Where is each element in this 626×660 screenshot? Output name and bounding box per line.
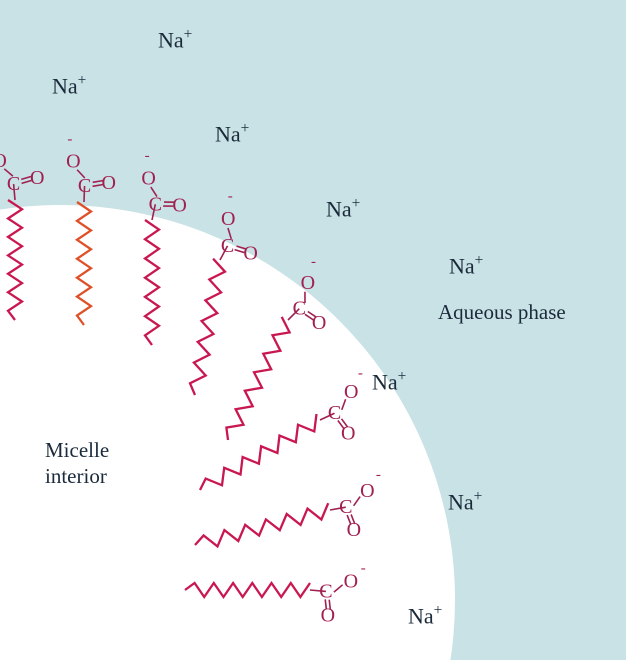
micelle-diagram: COO-COO-COO-COO-COO-COO-COO-COO- Na+Na+N… <box>0 0 626 660</box>
sodium-ion-label: Na+ <box>448 488 482 515</box>
svg-text:C: C <box>149 193 162 215</box>
svg-text:O: O <box>312 312 326 334</box>
svg-text:-: - <box>228 189 233 205</box>
svg-text:-: - <box>311 254 316 270</box>
svg-text:O: O <box>221 208 235 230</box>
svg-text:C: C <box>7 173 20 195</box>
sodium-ion-label: Na+ <box>372 368 406 395</box>
sodium-ion-label: Na+ <box>449 252 483 279</box>
svg-text:-: - <box>361 561 366 577</box>
svg-text:-: - <box>358 366 363 382</box>
sodium-ion-label: Na+ <box>408 602 442 629</box>
micelle-interior-label: Micelle <box>45 438 109 463</box>
svg-text:O: O <box>301 272 315 294</box>
diagram-svg: COO-COO-COO-COO-COO-COO-COO-COO- <box>0 0 626 660</box>
svg-text:O: O <box>30 167 44 189</box>
svg-text:-: - <box>67 131 72 147</box>
svg-text:O: O <box>344 381 358 403</box>
svg-text:-: - <box>145 148 150 164</box>
svg-text:C: C <box>339 496 352 518</box>
svg-text:C: C <box>319 580 332 602</box>
aqueous-phase-label: Aqueous phase <box>438 300 566 325</box>
svg-text:C: C <box>293 298 306 320</box>
sodium-ion-label: Na+ <box>326 195 360 222</box>
svg-text:O: O <box>243 243 257 265</box>
svg-text:O: O <box>344 571 358 593</box>
svg-text:O: O <box>101 172 115 194</box>
sodium-ion-label: Na+ <box>215 120 249 147</box>
svg-text:-: - <box>376 467 381 483</box>
sodium-ion-label: Na+ <box>52 72 86 99</box>
svg-text:C: C <box>78 175 91 197</box>
sodium-ion-label: Na+ <box>158 26 192 53</box>
svg-text:O: O <box>0 150 7 172</box>
micelle-interior-label: interior <box>45 464 107 489</box>
svg-text:O: O <box>321 605 335 627</box>
svg-text:O: O <box>341 422 355 444</box>
svg-text:O: O <box>360 480 374 502</box>
svg-text:O: O <box>347 519 361 541</box>
svg-text:C: C <box>221 235 234 257</box>
svg-text:O: O <box>141 167 155 189</box>
svg-text:O: O <box>172 194 186 216</box>
svg-text:O: O <box>66 151 80 173</box>
